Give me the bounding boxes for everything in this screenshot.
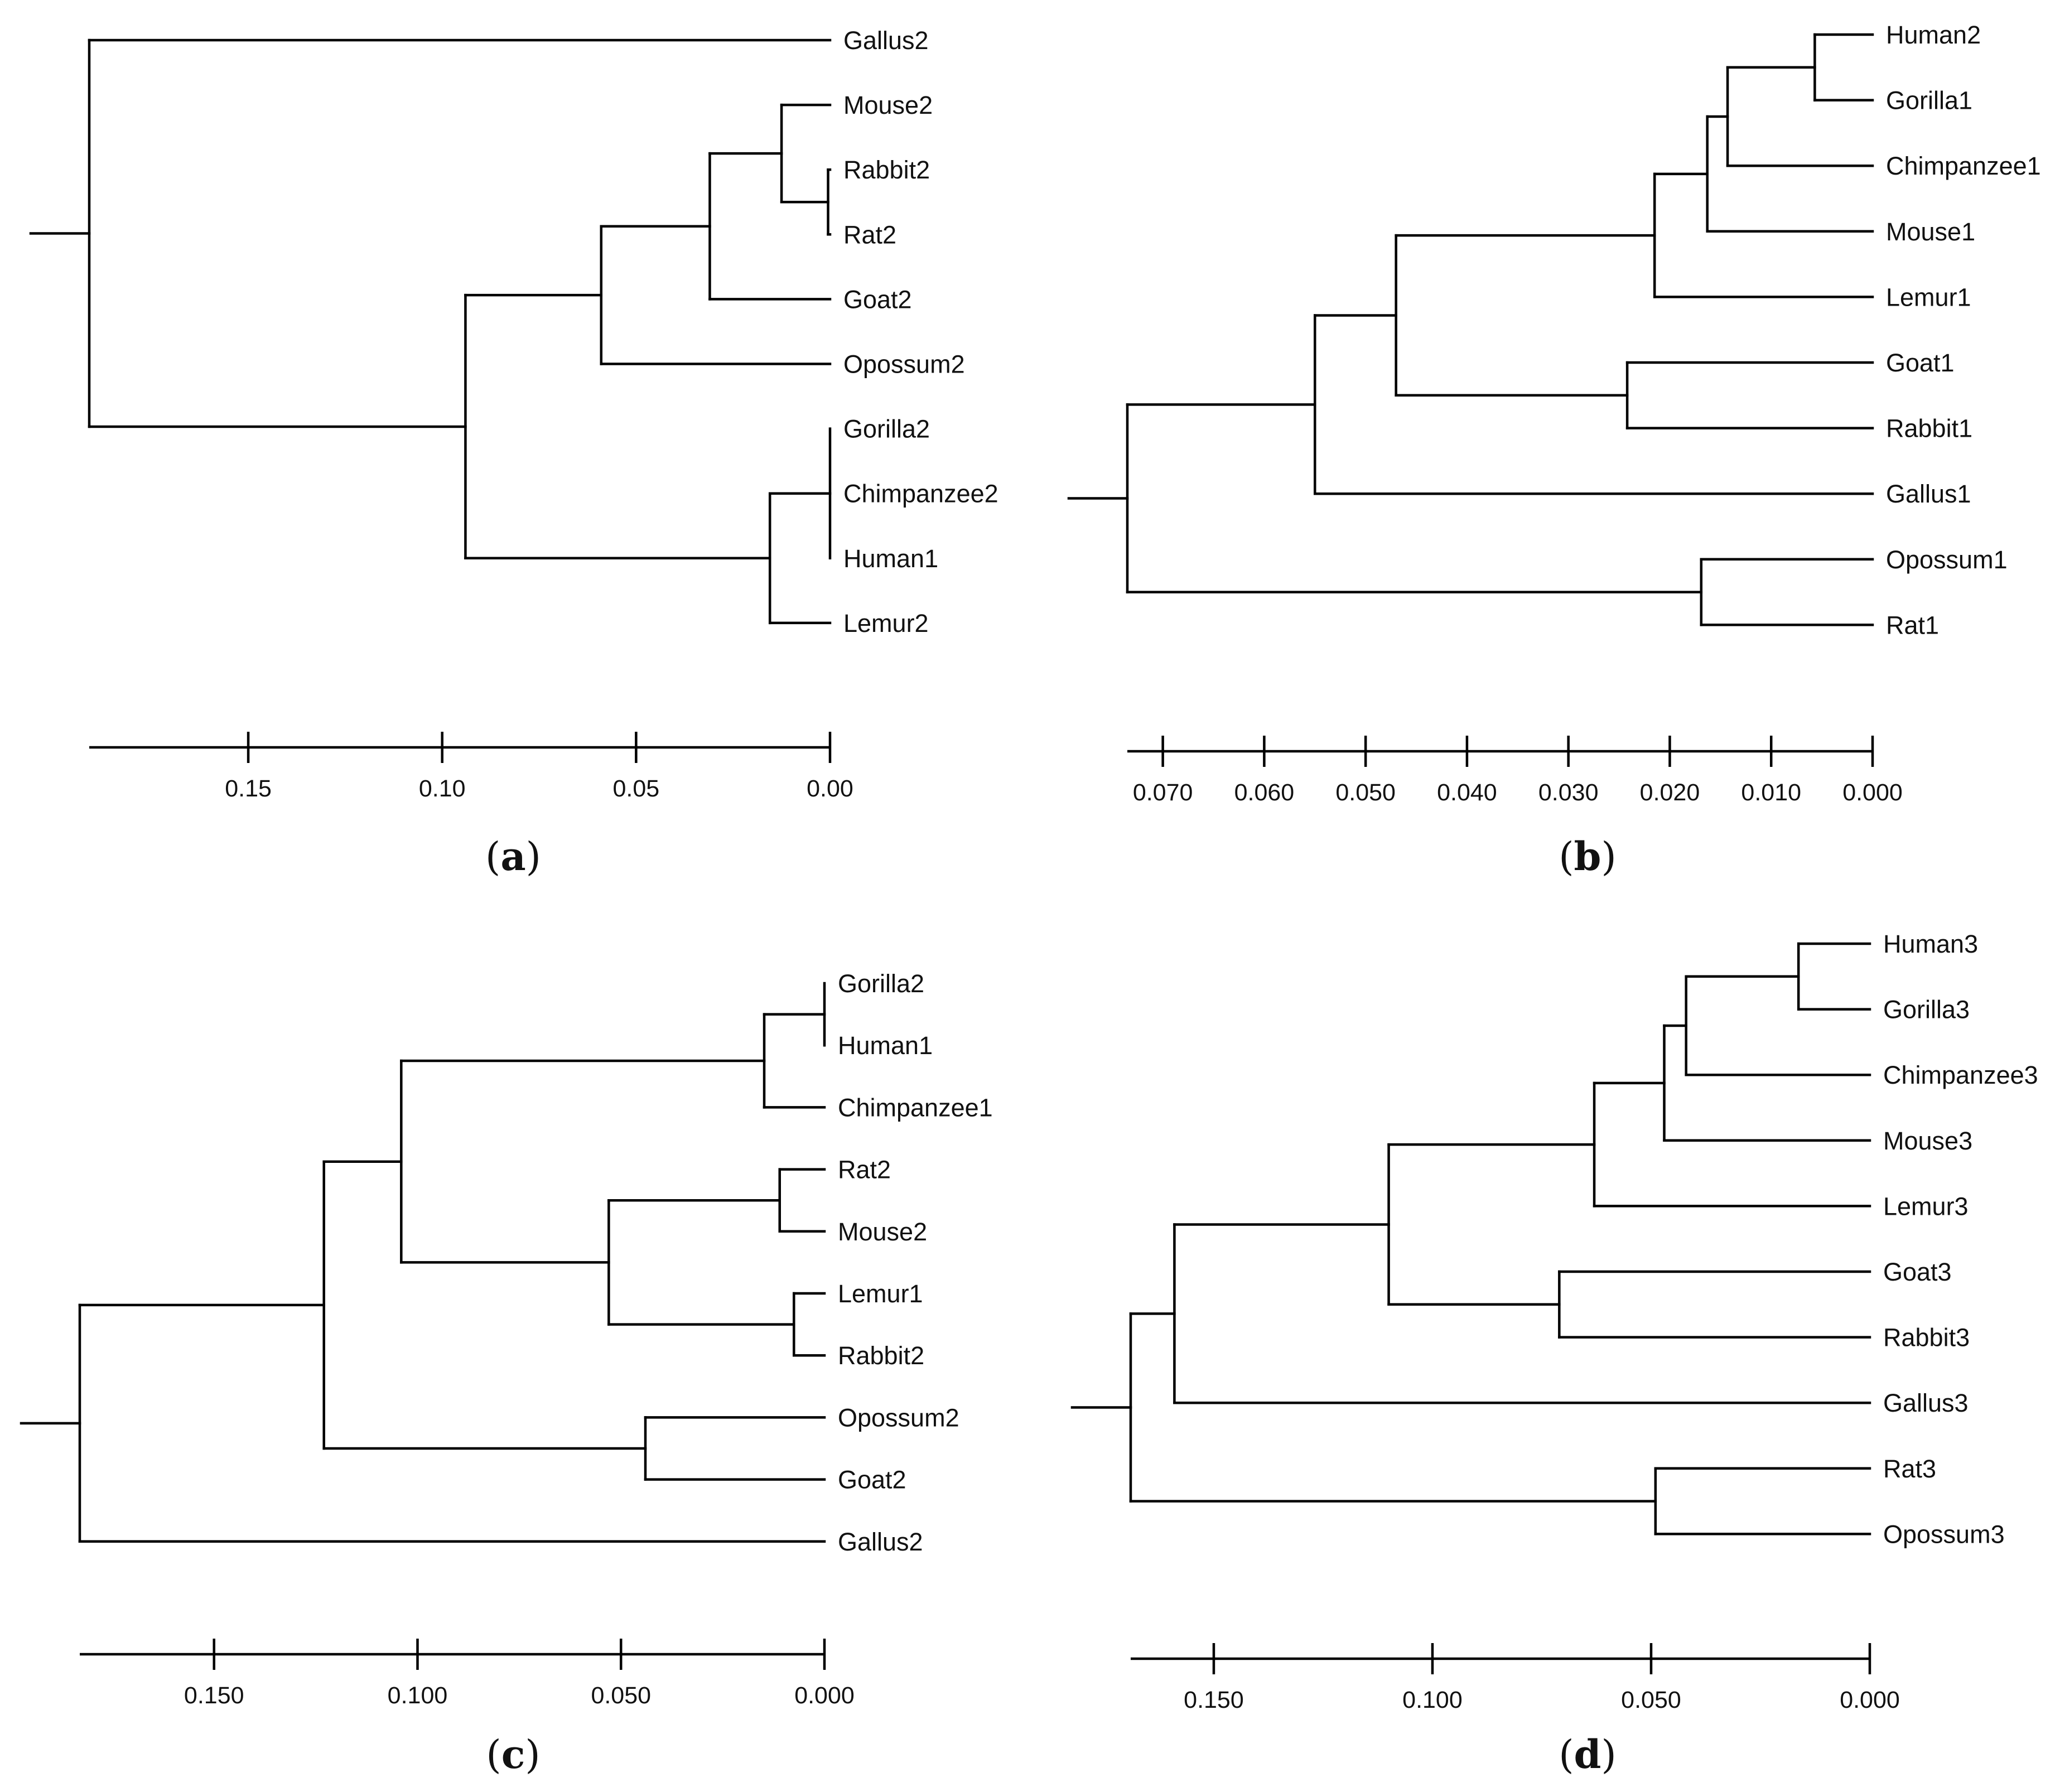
leaf-label-d-8: Rat3: [1883, 1455, 1936, 1483]
leaf-label-b-8: Opossum1: [1886, 545, 2008, 574]
tick-label-c-1: 0.100: [388, 1682, 448, 1709]
panel-d: Human3 Gorilla3 Chimpanzee3 Mouse3 Lemur3 Goa…: [1070, 930, 2038, 1713]
leaf-label-a-2: Rabbit2: [843, 156, 930, 184]
leaf-label-c-6: Rabbit2: [838, 1341, 924, 1370]
caption-a: (a): [485, 833, 541, 880]
leaf-label-b-9: Rat1: [1886, 611, 1939, 639]
leaf-label-d-6: Rabbit3: [1883, 1324, 1970, 1352]
leaf-label-a-4: Goat2: [843, 285, 912, 313]
leaf-label-a-8: Human1: [843, 544, 938, 573]
tick-label-b-2: 0.050: [1335, 779, 1396, 806]
leaf-label-a-0: Gallus2: [843, 26, 929, 55]
leaf-label-c-0: Gorilla2: [838, 969, 924, 998]
leaf-label-d-7: Gallus3: [1883, 1389, 1969, 1417]
leaf-label-b-1: Gorilla1: [1886, 86, 1972, 115]
tick-label-d-2: 0.050: [1621, 1687, 1681, 1713]
tick-label-b-7: 0.000: [1842, 779, 1903, 806]
tick-label-b-0: 0.070: [1133, 779, 1193, 806]
tick-label-c-0: 0.150: [184, 1682, 244, 1709]
leaf-label-c-7: Opossum2: [838, 1403, 959, 1432]
leaf-label-b-0: Human2: [1886, 21, 1981, 49]
tick-label-a-1: 0.10: [419, 775, 466, 802]
tick-label-b-3: 0.040: [1437, 779, 1497, 806]
caption-d: (d): [1559, 1731, 1617, 1777]
tick-label-b-4: 0.030: [1538, 779, 1599, 806]
leaf-label-c-3: Rat2: [838, 1156, 891, 1184]
tick-label-a-0: 0.15: [225, 775, 272, 802]
leaf-label-d-2: Chimpanzee3: [1883, 1061, 2038, 1089]
leaf-label-b-2: Chimpanzee1: [1886, 152, 2041, 180]
tick-label-d-3: 0.000: [1840, 1687, 1900, 1713]
panel-b: Human2 Gorilla1 Chimpanzee1 Mouse1 Lemur1 Goa…: [1067, 21, 2041, 806]
leaf-label-a-9: Lemur2: [843, 609, 929, 637]
leaf-label-c-8: Goat2: [838, 1466, 906, 1494]
leaf-label-d-4: Lemur3: [1883, 1192, 1969, 1220]
tick-label-d-1: 0.100: [1402, 1687, 1463, 1713]
leaf-label-b-4: Lemur1: [1886, 283, 1971, 311]
leaf-label-b-6: Rabbit1: [1886, 414, 1972, 443]
caption-b: (b): [1559, 833, 1617, 880]
leaf-label-c-9: Gallus2: [838, 1528, 923, 1556]
panel-c: Gorilla2 Human1 Chimpanzee1 Rat2 Mouse2 Lemur…: [20, 969, 993, 1709]
leaf-label-b-7: Gallus1: [1886, 480, 1971, 508]
scale-axis-d: 0.150 0.100 0.050 0.000: [1131, 1643, 1900, 1713]
tick-label-a-2: 0.05: [613, 775, 660, 802]
leaf-label-b-5: Goat1: [1886, 349, 1955, 377]
tick-label-a-3: 0.00: [807, 775, 853, 802]
leaf-label-a-3: Rat2: [843, 220, 896, 249]
leaf-label-c-5: Lemur1: [838, 1279, 923, 1308]
leaf-label-a-5: Opossum2: [843, 350, 965, 379]
leaf-label-a-6: Gorilla2: [843, 415, 930, 443]
tick-label-b-1: 0.060: [1234, 779, 1295, 806]
leaf-label-d-1: Gorilla3: [1883, 996, 1970, 1024]
leaf-label-a-7: Chimpanzee2: [843, 480, 998, 508]
panel-a: Gallus2 Mouse2 Rabbit2 Rat2 Goat2 Opossum2 Gor…: [29, 26, 998, 802]
leaf-label-c-1: Human1: [838, 1031, 933, 1060]
scale-axis-b: 0.070 0.060 0.050 0.040 0.030 0.020 0.010 0.000: [1127, 736, 1903, 806]
leaf-label-a-1: Mouse2: [843, 91, 933, 119]
tick-label-b-6: 0.010: [1741, 779, 1801, 806]
leaf-label-c-4: Mouse2: [838, 1218, 927, 1246]
tick-label-c-2: 0.050: [591, 1682, 651, 1709]
leaf-label-b-3: Mouse1: [1886, 218, 1975, 246]
leaf-label-d-9: Opossum3: [1883, 1520, 2005, 1548]
scale-axis-a: 0.15 0.10 0.05 0.00: [89, 732, 853, 802]
tick-label-b-5: 0.020: [1640, 779, 1700, 806]
scale-axis-c: 0.150 0.100 0.050 0.000: [80, 1639, 855, 1709]
caption-c: (c): [486, 1731, 540, 1777]
leaf-label-d-3: Mouse3: [1883, 1127, 1972, 1155]
tick-label-d-0: 0.150: [1184, 1687, 1244, 1713]
leaf-label-d-0: Human3: [1883, 930, 1978, 958]
leaf-label-d-5: Goat3: [1883, 1258, 1952, 1286]
tick-label-c-3: 0.000: [794, 1682, 855, 1709]
leaf-label-c-2: Chimpanzee1: [838, 1093, 993, 1122]
